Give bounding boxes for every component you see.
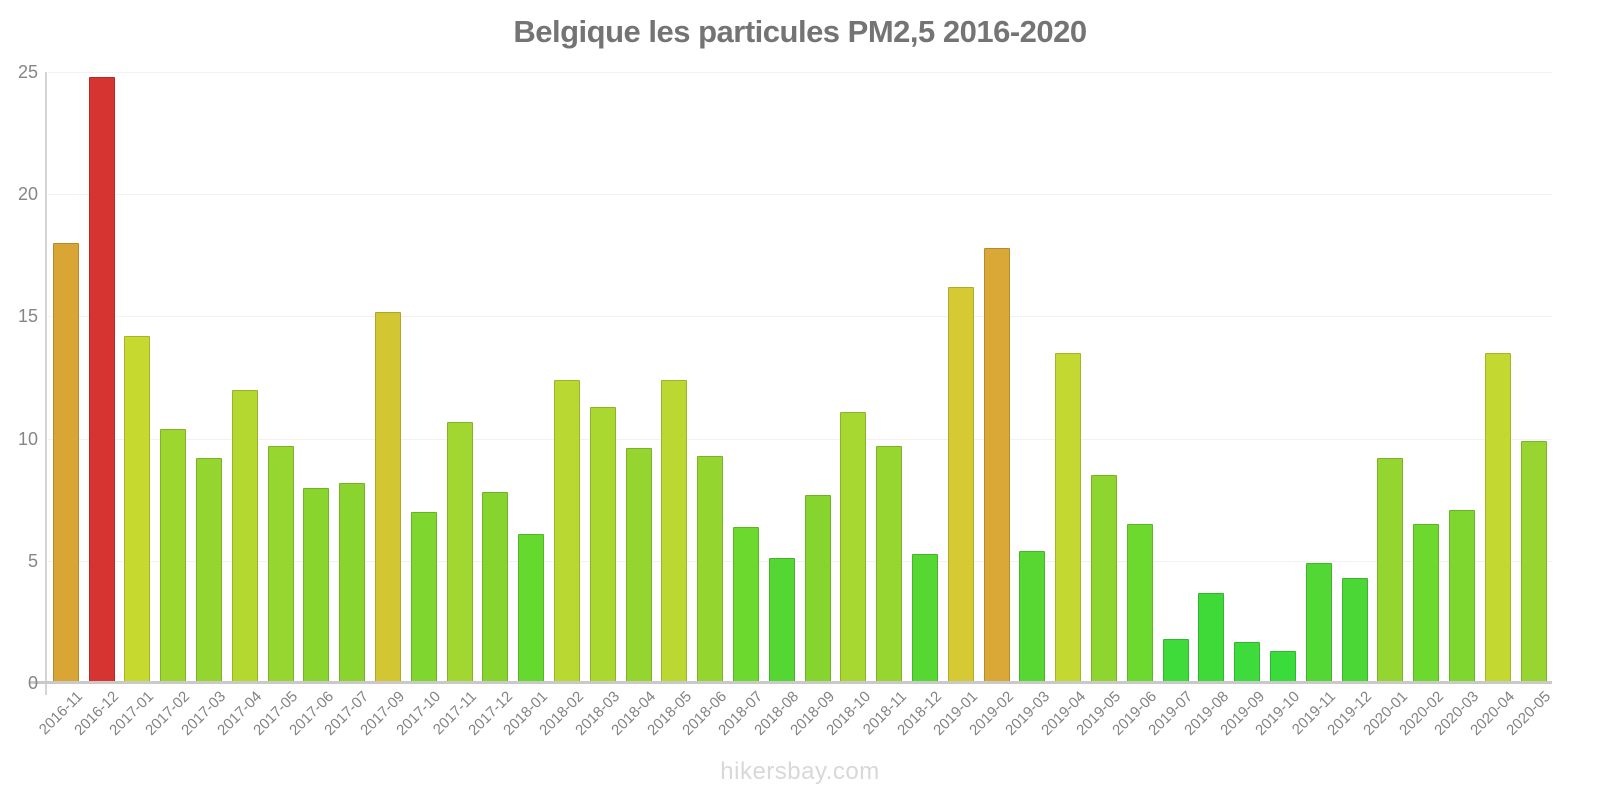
y-axis-line (45, 72, 47, 695)
bar[interactable] (1269, 651, 1296, 683)
y-gridline (48, 72, 1552, 73)
bar[interactable] (625, 448, 652, 683)
y-tick-label: 0 (27, 673, 38, 693)
bar[interactable] (1019, 551, 1046, 683)
bar[interactable] (1091, 475, 1117, 683)
bar[interactable] (1198, 592, 1225, 683)
bar[interactable] (88, 76, 115, 683)
bar[interactable] (768, 558, 795, 683)
bar[interactable] (303, 487, 330, 683)
watermark: hikersbay.com (720, 758, 880, 785)
bars-group (48, 72, 1552, 683)
bar[interactable] (840, 411, 867, 683)
bar[interactable] (589, 406, 616, 683)
bar[interactable] (1520, 441, 1547, 683)
bar[interactable] (1448, 509, 1475, 683)
bar[interactable] (231, 389, 258, 683)
y-gridline (48, 316, 1552, 318)
bar[interactable] (196, 458, 223, 683)
bar[interactable] (375, 311, 402, 683)
y-tick-label: 25 (17, 62, 38, 82)
bar[interactable] (1377, 458, 1404, 683)
plot-area (48, 72, 1552, 683)
bar[interactable] (339, 482, 366, 683)
bar[interactable] (267, 445, 294, 683)
bar[interactable] (482, 492, 509, 683)
bar[interactable] (947, 287, 974, 683)
bar[interactable] (410, 511, 437, 683)
bar[interactable] (160, 428, 187, 683)
y-gridline (48, 560, 1552, 562)
bar[interactable] (912, 553, 939, 683)
bar[interactable] (1341, 577, 1368, 683)
chart-title: Belgique les particules PM2,5 2016-2020 (513, 14, 1087, 49)
bar[interactable] (1126, 524, 1153, 683)
bar[interactable] (983, 248, 1010, 683)
bar[interactable] (1484, 353, 1511, 683)
bar[interactable] (661, 379, 688, 683)
y-tick-label: 10 (17, 428, 38, 449)
bar[interactable] (446, 421, 473, 683)
bar[interactable] (52, 243, 79, 683)
bar[interactable] (733, 526, 760, 683)
bar[interactable] (518, 533, 545, 683)
bar[interactable] (1234, 641, 1261, 683)
bar[interactable] (804, 494, 831, 683)
bar[interactable] (1305, 563, 1332, 683)
bar[interactable] (124, 336, 151, 683)
bar[interactable] (554, 379, 581, 683)
bar[interactable] (697, 455, 724, 683)
y-tick-label: 20 (17, 184, 38, 205)
bar[interactable] (1413, 524, 1440, 683)
bar[interactable] (1162, 639, 1189, 683)
y-gridline (48, 194, 1552, 196)
y-tick-label: 5 (27, 550, 38, 571)
bar[interactable] (1055, 353, 1082, 683)
y-gridline (48, 438, 1552, 440)
bar[interactable] (876, 445, 903, 683)
x-axis-line (30, 681, 1552, 684)
y-tick-label: 15 (17, 306, 38, 327)
